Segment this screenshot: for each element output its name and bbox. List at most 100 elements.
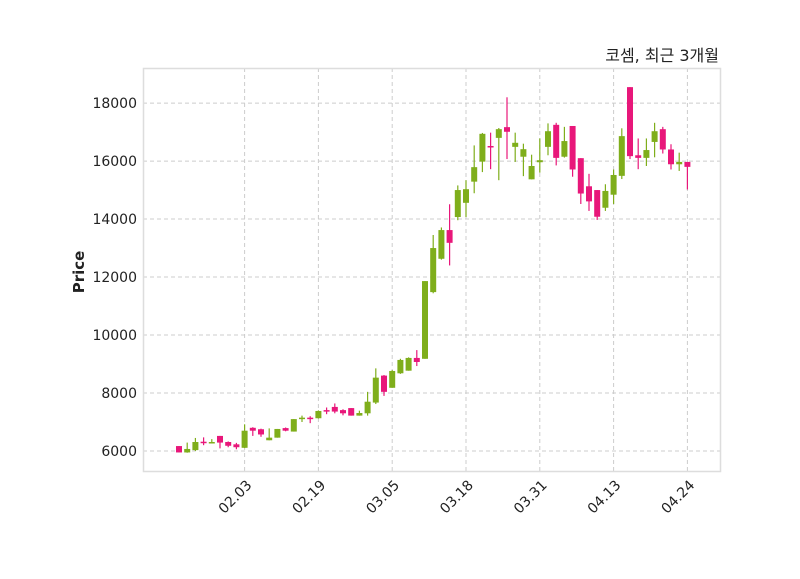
candle: [184, 442, 191, 453]
candle-body: [446, 230, 453, 243]
candle: [397, 358, 404, 374]
candle: [208, 439, 215, 444]
y-tick-label: 14000: [92, 212, 137, 228]
candle: [536, 138, 543, 173]
candle: [684, 161, 691, 190]
candle-body: [413, 357, 420, 362]
candle-body: [225, 442, 232, 446]
candle-body: [208, 442, 215, 444]
candle-body: [258, 429, 264, 435]
candle-body: [487, 145, 494, 148]
candle-body: [430, 248, 437, 293]
y-tick-label: 10000: [92, 328, 137, 344]
candle: [487, 132, 494, 170]
candle: [249, 427, 256, 436]
candle-body: [602, 190, 609, 208]
candle: [266, 428, 273, 441]
candle: [586, 173, 592, 211]
candle: [405, 357, 412, 371]
chart-title: 코셈, 최근 3개월: [605, 46, 719, 65]
candle: [192, 437, 199, 451]
candle-body: [454, 190, 461, 218]
candle-body: [192, 442, 199, 451]
candle-body: [372, 377, 379, 403]
candle: [430, 234, 437, 294]
candle-body: [668, 149, 674, 165]
candle: [274, 428, 281, 438]
candle-body: [520, 149, 527, 157]
candle: [364, 391, 371, 416]
candle-body: [594, 190, 601, 217]
candle: [422, 281, 428, 359]
x-tick-label: 02.03: [216, 478, 256, 518]
candle-body: [184, 448, 191, 453]
candle-body: [274, 428, 281, 438]
candle: [438, 227, 445, 260]
candle: [512, 132, 519, 162]
candle: [258, 428, 264, 437]
candle: [553, 122, 560, 166]
candle: [446, 204, 453, 266]
candle-body: [405, 357, 412, 371]
candle-body: [290, 419, 297, 432]
candle-body: [381, 375, 387, 392]
candle-body: [618, 136, 625, 176]
candle: [323, 407, 330, 415]
x-tick-label: 04.13: [585, 478, 625, 518]
candle-body: [676, 161, 683, 165]
candle-body: [397, 359, 404, 374]
candle-body: [356, 413, 363, 416]
candle-body: [422, 281, 428, 359]
candle-body: [217, 435, 223, 443]
candle-body: [307, 417, 314, 420]
candle-body: [659, 129, 666, 150]
candle: [217, 435, 223, 449]
candle: [569, 125, 576, 177]
candle-body: [438, 230, 445, 259]
candle: [668, 144, 674, 170]
candle-body: [504, 127, 510, 132]
candle: [413, 350, 420, 367]
candle: [561, 126, 568, 158]
candle-body: [299, 417, 305, 420]
candles: [176, 87, 691, 453]
candle-body: [471, 167, 478, 182]
candle: [233, 442, 240, 450]
candle: [331, 403, 338, 414]
y-tick-label: 12000: [92, 270, 137, 286]
candle: [594, 190, 601, 220]
candle: [610, 169, 617, 204]
x-tick-label: 03.18: [437, 478, 477, 518]
candle-body: [495, 129, 502, 138]
candle: [340, 409, 346, 416]
candle-body: [635, 155, 642, 158]
candle: [651, 122, 658, 158]
candle-body: [463, 189, 469, 203]
candle: [520, 143, 527, 177]
x-tick-label: 04.24: [659, 477, 699, 517]
candle-body: [315, 410, 322, 419]
candle-body: [643, 150, 650, 158]
candle-body: [561, 141, 568, 157]
candle-body: [176, 446, 182, 453]
y-tick-label: 16000: [92, 154, 137, 170]
candle: [200, 437, 207, 446]
candle-body: [241, 430, 248, 448]
y-tick-label: 8000: [101, 386, 137, 402]
y-axis-ticks: 6000 8000 10000 12000 14000 16000 18000: [92, 96, 137, 460]
candle: [372, 368, 379, 405]
candle: [282, 427, 289, 432]
candle: [299, 415, 305, 423]
candle: [627, 87, 633, 160]
x-tick-label: 03.31: [511, 478, 551, 518]
candle-body: [323, 410, 330, 412]
candle: [454, 185, 461, 221]
candle-body: [545, 131, 551, 147]
candle: [463, 180, 469, 218]
candle-body: [233, 444, 240, 448]
candle: [389, 370, 396, 388]
candle-body: [577, 158, 584, 194]
candle: [528, 154, 535, 180]
y-tick-label: 6000: [101, 444, 137, 460]
